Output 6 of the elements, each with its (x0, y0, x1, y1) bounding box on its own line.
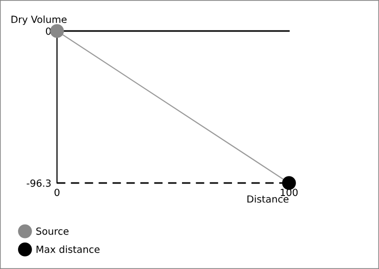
y-tick-label: -96.3 (26, 179, 51, 187)
x-tick-label: 100 (280, 188, 298, 196)
legend-label: Source (36, 227, 69, 235)
x-axis-title: Distance (247, 195, 288, 203)
legend-label: Max distance (36, 245, 100, 253)
y-axis-title: Dry Volume (12, 16, 67, 25)
